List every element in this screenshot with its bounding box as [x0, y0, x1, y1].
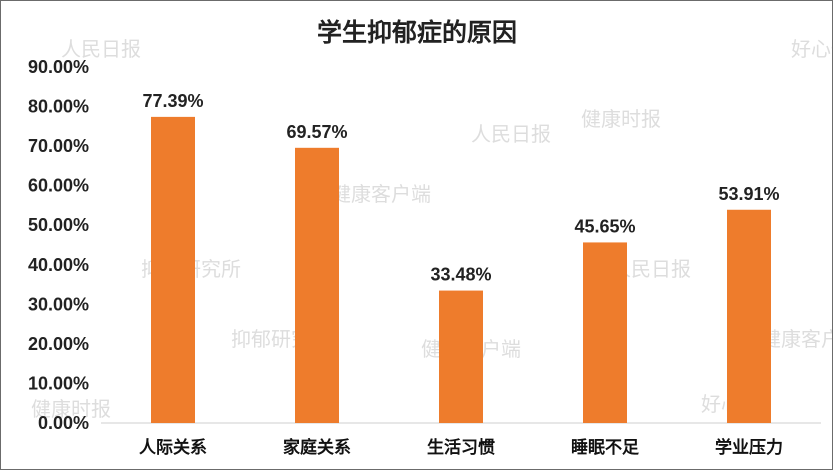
data-labels: 77.39% 69.57% 33.48% 45.65% 53.91% [142, 91, 779, 285]
data-label: 77.39% [142, 91, 203, 111]
watermark-text: 好心情 [791, 37, 832, 61]
watermark-text: 人民日报 [471, 122, 551, 146]
watermark-text: 人民日报 [61, 37, 141, 61]
bar [151, 116, 195, 424]
y-tick-label: 0.00% [38, 413, 89, 433]
category-label: 家庭关系 [283, 437, 351, 458]
category-label: 生活习惯 [427, 437, 495, 458]
bar [583, 242, 627, 423]
watermark-text: 健康时报 [581, 107, 661, 131]
y-tick-label: 40.00% [28, 255, 89, 275]
y-tick-label: 50.00% [28, 215, 89, 235]
y-tick-label: 30.00% [28, 294, 89, 314]
watermark-text: 健康时报 [31, 397, 111, 421]
category-label: 人际关系 [139, 437, 207, 458]
watermark-text: 健康客户端 [331, 182, 431, 206]
data-label: 69.57% [286, 122, 347, 142]
data-label: 33.48% [430, 265, 491, 285]
data-label: 53.91% [718, 184, 779, 204]
x-axis: 人际关系 家庭关系 生活习惯 睡眠不足 学业压力 [139, 437, 783, 458]
y-tick-label: 80.00% [28, 97, 89, 117]
bar [295, 147, 339, 423]
bars [151, 116, 771, 424]
y-axis: 0.00% 10.00% 20.00% 30.00% 40.00% 50.00% 60.00… [28, 57, 89, 433]
y-tick-label: 20.00% [28, 334, 89, 354]
bar [727, 209, 771, 423]
y-tick-label: 60.00% [28, 176, 89, 196]
category-label: 睡眠不足 [571, 437, 639, 458]
y-tick-label: 90.00% [28, 57, 89, 77]
watermark-text: 健康客户端 [761, 327, 832, 351]
y-tick-label: 10.00% [28, 373, 89, 393]
category-label: 学业压力 [715, 437, 783, 458]
y-tick-label: 70.00% [28, 136, 89, 156]
chart-title: 学生抑郁症的原因 [317, 18, 517, 47]
data-label: 45.65% [574, 216, 635, 236]
bar [439, 290, 483, 423]
